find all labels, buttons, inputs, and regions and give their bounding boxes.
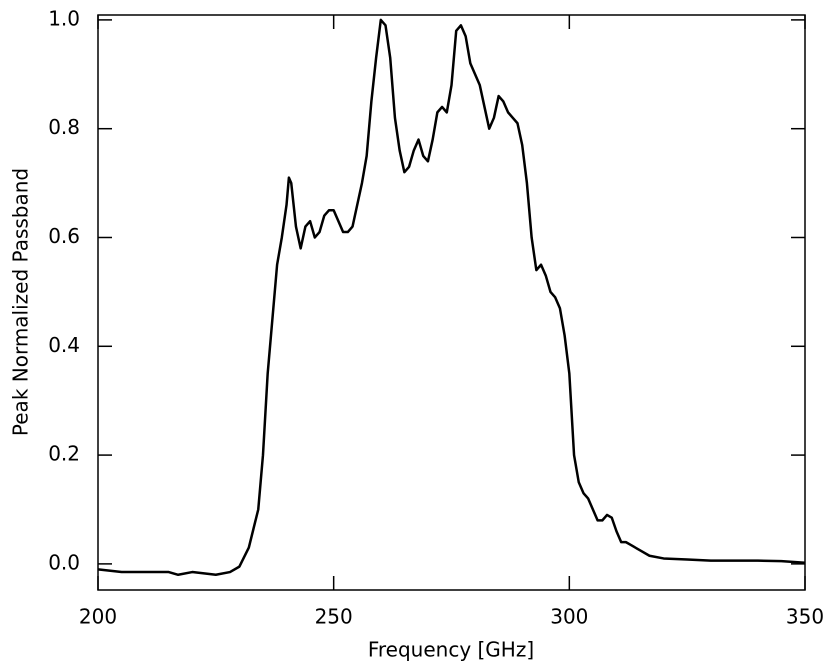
y-tick-label: 1.0 <box>48 6 80 30</box>
x-axis-label: Frequency [GHz] <box>368 638 534 662</box>
plot-frame <box>97 14 806 591</box>
x-tick-label: 200 <box>79 605 117 629</box>
x-tick-label: 350 <box>786 605 824 629</box>
y-tick-label: 0.4 <box>48 333 80 357</box>
y-tick-label: 0.0 <box>48 550 80 574</box>
x-tick-label: 250 <box>315 605 353 629</box>
y-tick-label: 0.2 <box>48 442 80 466</box>
x-tick-label: 300 <box>550 605 588 629</box>
y-tick-label: 0.6 <box>48 224 80 248</box>
y-axis-label: Peak Normalized Passband <box>9 168 33 436</box>
y-tick-label: 0.8 <box>48 115 80 139</box>
data-line <box>97 18 806 577</box>
